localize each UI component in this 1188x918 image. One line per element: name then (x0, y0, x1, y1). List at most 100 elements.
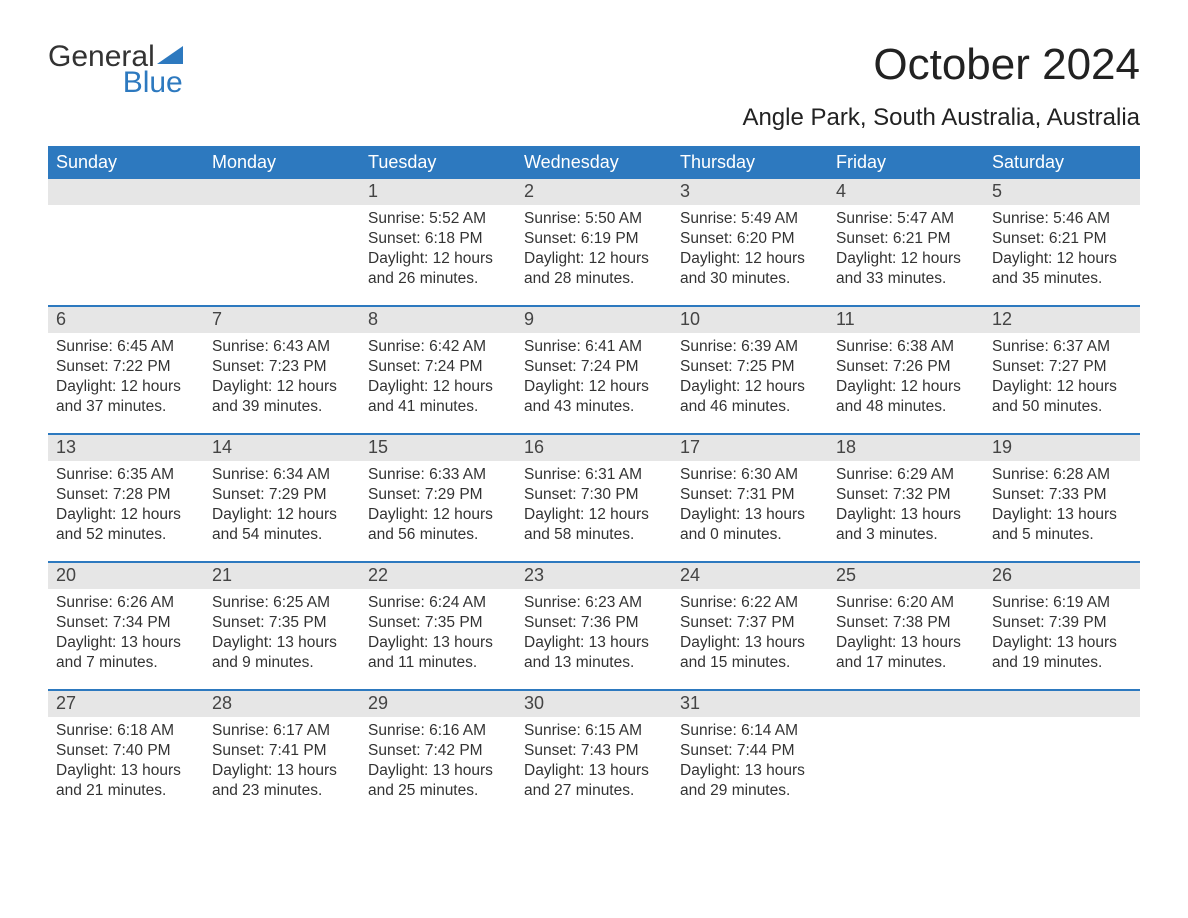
daylight: Daylight: 13 hours and 0 minutes. (680, 505, 820, 545)
calendar-week: 6Sunrise: 6:45 AMSunset: 7:22 PMDaylight… (48, 305, 1140, 433)
sunrise: Sunrise: 6:43 AM (212, 337, 352, 357)
daylight: Daylight: 13 hours and 19 minutes. (992, 633, 1132, 673)
sunrise: Sunrise: 5:50 AM (524, 209, 664, 229)
daylight: Daylight: 13 hours and 9 minutes. (212, 633, 352, 673)
day-number: 27 (48, 691, 204, 717)
page-title: October 2024 (742, 40, 1140, 90)
daylight: Daylight: 12 hours and 33 minutes. (836, 249, 976, 289)
sunrise: Sunrise: 6:26 AM (56, 593, 196, 613)
daylight: Daylight: 13 hours and 11 minutes. (368, 633, 508, 673)
calendar-day: 16Sunrise: 6:31 AMSunset: 7:30 PMDayligh… (516, 435, 672, 561)
calendar: Sunday Monday Tuesday Wednesday Thursday… (48, 146, 1140, 817)
logo-triangle-icon (157, 46, 183, 64)
sunrise: Sunrise: 6:39 AM (680, 337, 820, 357)
day-number: 8 (360, 307, 516, 333)
day-number (204, 179, 360, 205)
calendar-day: 10Sunrise: 6:39 AMSunset: 7:25 PMDayligh… (672, 307, 828, 433)
sunrise: Sunrise: 6:25 AM (212, 593, 352, 613)
sunset: Sunset: 7:36 PM (524, 613, 664, 633)
calendar-day: 8Sunrise: 6:42 AMSunset: 7:24 PMDaylight… (360, 307, 516, 433)
daylight: Daylight: 13 hours and 3 minutes. (836, 505, 976, 545)
daylight: Daylight: 12 hours and 58 minutes. (524, 505, 664, 545)
day-body: Sunrise: 6:18 AMSunset: 7:40 PMDaylight:… (48, 717, 204, 810)
calendar-day: 2Sunrise: 5:50 AMSunset: 6:19 PMDaylight… (516, 179, 672, 305)
col-saturday: Saturday (984, 146, 1140, 179)
day-number: 14 (204, 435, 360, 461)
day-number: 17 (672, 435, 828, 461)
sunrise: Sunrise: 6:19 AM (992, 593, 1132, 613)
calendar-day: 19 Sunrise: 6:28 AMSunset: 7:33 PMDayligh… (984, 435, 1140, 561)
calendar-day: 25Sunrise: 6:20 AMSunset: 7:38 PMDayligh… (828, 563, 984, 689)
sunrise: Sunrise: 6:35 AM (56, 465, 196, 485)
day-number (984, 691, 1140, 717)
day-number: 24 (672, 563, 828, 589)
calendar-day (828, 691, 984, 817)
daylight: Daylight: 13 hours and 15 minutes. (680, 633, 820, 673)
sunrise: Sunrise: 5:52 AM (368, 209, 508, 229)
day-body: Sunrise: 6:16 AMSunset: 7:42 PMDaylight:… (360, 717, 516, 810)
daylight: Daylight: 12 hours and 56 minutes. (368, 505, 508, 545)
sunset: Sunset: 7:24 PM (524, 357, 664, 377)
calendar-day: 27Sunrise: 6:18 AMSunset: 7:40 PMDayligh… (48, 691, 204, 817)
day-body (48, 205, 204, 217)
day-number: 28 (204, 691, 360, 717)
sunrise: Sunrise: 6:15 AM (524, 721, 664, 741)
daylight: Daylight: 12 hours and 35 minutes. (992, 249, 1132, 289)
day-number: 15 (360, 435, 516, 461)
day-body: Sunrise: 6:15 AMSunset: 7:43 PMDaylight:… (516, 717, 672, 810)
daylight: Daylight: 12 hours and 52 minutes. (56, 505, 196, 545)
sunrise: Sunrise: 6:34 AM (212, 465, 352, 485)
day-number: 25 (828, 563, 984, 589)
title-block: October 2024 Angle Park, South Australia… (742, 40, 1140, 132)
day-body: Sunrise: 5:52 AMSunset: 6:18 PMDaylight:… (360, 205, 516, 298)
sunset: Sunset: 7:35 PM (212, 613, 352, 633)
col-monday: Monday (204, 146, 360, 179)
sunset: Sunset: 7:41 PM (212, 741, 352, 761)
calendar-day: 9Sunrise: 6:41 AMSunset: 7:24 PMDaylight… (516, 307, 672, 433)
day-number: 13 (48, 435, 204, 461)
day-body: Sunrise: 6:25 AMSunset: 7:35 PMDaylight:… (204, 589, 360, 682)
day-number: 22 (360, 563, 516, 589)
calendar-header: Sunday Monday Tuesday Wednesday Thursday… (48, 146, 1140, 179)
daylight: Daylight: 13 hours and 17 minutes. (836, 633, 976, 673)
sunrise: Sunrise: 6:24 AM (368, 593, 508, 613)
sunset: Sunset: 7:42 PM (368, 741, 508, 761)
daylight: Daylight: 13 hours and 25 minutes. (368, 761, 508, 801)
calendar-day: 6Sunrise: 6:45 AMSunset: 7:22 PMDaylight… (48, 307, 204, 433)
sunrise: Sunrise: 6:38 AM (836, 337, 976, 357)
sunrise: Sunrise: 6:33 AM (368, 465, 508, 485)
calendar-week: 13Sunrise: 6:35 AMSunset: 7:28 PMDayligh… (48, 433, 1140, 561)
calendar-day: 24Sunrise: 6:22 AMSunset: 7:37 PMDayligh… (672, 563, 828, 689)
sunrise: Sunrise: 5:46 AM (992, 209, 1132, 229)
day-number: 20 (48, 563, 204, 589)
sunset: Sunset: 7:35 PM (368, 613, 508, 633)
day-number (48, 179, 204, 205)
calendar-day: 22 Sunrise: 6:24 AMSunset: 7:35 PMDayligh… (360, 563, 516, 689)
col-thursday: Thursday (672, 146, 828, 179)
day-number: 29 (360, 691, 516, 717)
day-body: Sunrise: 6:35 AMSunset: 7:28 PMDaylight:… (48, 461, 204, 554)
day-body: Sunrise: 6:31 AMSunset: 7:30 PMDaylight:… (516, 461, 672, 554)
day-body: Sunrise: 6:42 AMSunset: 7:24 PMDaylight:… (360, 333, 516, 426)
calendar-day: 4Sunrise: 5:47 AMSunset: 6:21 PMDaylight… (828, 179, 984, 305)
daylight: Daylight: 12 hours and 43 minutes. (524, 377, 664, 417)
day-number: 3 (672, 179, 828, 205)
sunset: Sunset: 7:25 PM (680, 357, 820, 377)
sunrise: Sunrise: 6:28 AM (992, 465, 1132, 485)
daylight: Daylight: 13 hours and 5 minutes. (992, 505, 1132, 545)
header-row: General Blue October 2024 Angle Park, So… (48, 40, 1140, 132)
daylight: Daylight: 13 hours and 27 minutes. (524, 761, 664, 801)
sunset: Sunset: 7:22 PM (56, 357, 196, 377)
calendar-day: 3Sunrise: 5:49 AMSunset: 6:20 PMDaylight… (672, 179, 828, 305)
daylight: Daylight: 13 hours and 7 minutes. (56, 633, 196, 673)
sunset: Sunset: 7:33 PM (992, 485, 1132, 505)
day-number: 21 (204, 563, 360, 589)
daylight: Daylight: 12 hours and 46 minutes. (680, 377, 820, 417)
day-number: 16 (516, 435, 672, 461)
day-number: 30 (516, 691, 672, 717)
col-wednesday: Wednesday (516, 146, 672, 179)
day-number: 26 (984, 563, 1140, 589)
day-number: 19 (984, 435, 1140, 461)
day-number: 18 (828, 435, 984, 461)
daylight: Daylight: 13 hours and 29 minutes. (680, 761, 820, 801)
